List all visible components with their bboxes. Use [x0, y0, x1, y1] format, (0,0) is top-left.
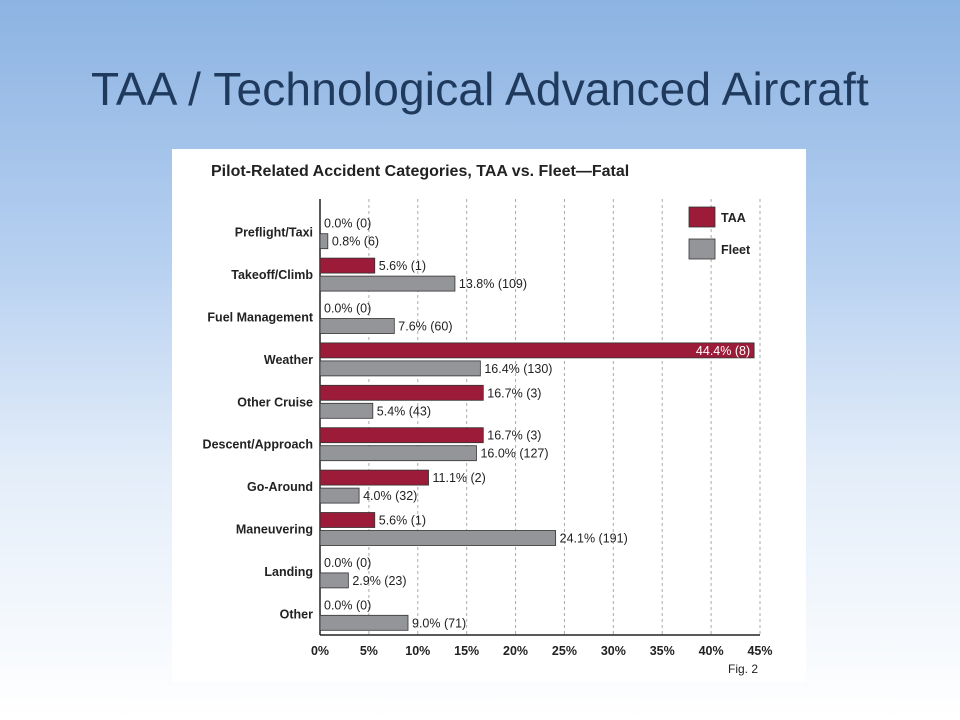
legend-swatch-fleet [688, 238, 716, 260]
taa-value-label: 0.0% (0) [324, 302, 371, 316]
fleet-value-label: 2.9% (23) [352, 574, 406, 588]
category-label: Go-Around [247, 480, 313, 494]
category-label: Preflight/Taxi [235, 226, 313, 240]
fleet-bar [319, 445, 477, 462]
category-label: Descent/Approach [203, 438, 313, 452]
labels: 0% 5% 10% 15% 20% 25% 30% 35% 40% 45% Preflight/Ta… [203, 217, 773, 658]
fleet-bar [319, 360, 481, 377]
taa-bar [319, 342, 755, 359]
fleet-bar [319, 572, 349, 589]
chart-panel: Pilot-Related Accident Categories, TAA v… [172, 149, 806, 682]
taa-bar [319, 512, 376, 528]
x-tick-label: 10% [405, 644, 430, 658]
taa-value-label: 0.0% (0) [324, 556, 371, 570]
category-label: Landing [264, 565, 313, 579]
category-label: Fuel Management [207, 311, 313, 325]
legend-swatch-taa [688, 206, 716, 228]
taa-value-label: 5.6% (1) [379, 259, 426, 273]
category-label: Other Cruise [237, 395, 313, 409]
fleet-value-label: 13.8% (109) [459, 277, 527, 291]
taa-value-label: 0.0% (0) [324, 598, 371, 612]
legend-label-fleet: Fleet [721, 243, 751, 257]
fleet-value-label: 7.6% (60) [398, 320, 452, 334]
x-tick-label: 20% [503, 644, 528, 658]
fleet-value-label: 24.1% (191) [560, 532, 628, 546]
x-tick-label: 25% [552, 644, 577, 658]
legend-label-taa: TAA [721, 211, 746, 225]
x-tick-label: 0% [311, 644, 329, 658]
accident-bar-chart: Pilot-Related Accident Categories, TAA v… [203, 163, 773, 676]
taa-value-label: 5.6% (1) [379, 514, 426, 528]
x-tick-label: 45% [747, 644, 772, 658]
x-tick-label: 30% [601, 644, 626, 658]
legend: TAA Fleet [688, 206, 751, 260]
category-label: Other [280, 607, 313, 621]
fleet-value-label: 5.4% (43) [377, 404, 431, 418]
x-tick-label: 35% [650, 644, 675, 658]
taa-bar [319, 427, 484, 444]
chart-title: Pilot-Related Accident Categories, TAA v… [211, 163, 629, 180]
fleet-value-label: 9.0% (71) [412, 616, 466, 630]
category-label: Takeoff/Climb [231, 268, 313, 282]
category-label: Maneuvering [236, 523, 313, 537]
taa-value-label: 0.0% (0) [324, 217, 371, 231]
fleet-value-label: 16.0% (127) [480, 447, 548, 461]
fleet-value-label: 16.4% (130) [484, 362, 552, 376]
taa-bar [319, 469, 429, 486]
taa-bar [319, 384, 484, 401]
fleet-value-label: 4.0% (32) [363, 489, 417, 503]
fleet-bar [319, 487, 360, 504]
taa-value-label: 11.1% (2) [433, 471, 486, 485]
fleet-bar [319, 275, 456, 292]
taa-value-label: 16.7% (3) [487, 429, 541, 443]
taa-value-label: 44.4% (8) [696, 344, 750, 358]
fleet-bar [319, 614, 409, 631]
bars [319, 233, 755, 631]
fleet-bar [319, 530, 557, 546]
fleet-value-label: 0.8% (6) [332, 235, 379, 249]
taa-bar [319, 257, 376, 274]
x-tick-label: 40% [699, 644, 724, 658]
x-tick-label: 15% [454, 644, 479, 658]
fleet-bar [319, 318, 395, 334]
fleet-bar [319, 402, 374, 419]
figure-label: Fig. 2 [728, 662, 758, 676]
x-tick-label: 5% [360, 644, 378, 658]
category-label: Weather [264, 353, 313, 367]
taa-value-label: 16.7% (3) [487, 386, 541, 400]
slide-title: TAA / Technological Advanced Aircraft [91, 63, 869, 115]
fleet-bar [319, 233, 329, 250]
